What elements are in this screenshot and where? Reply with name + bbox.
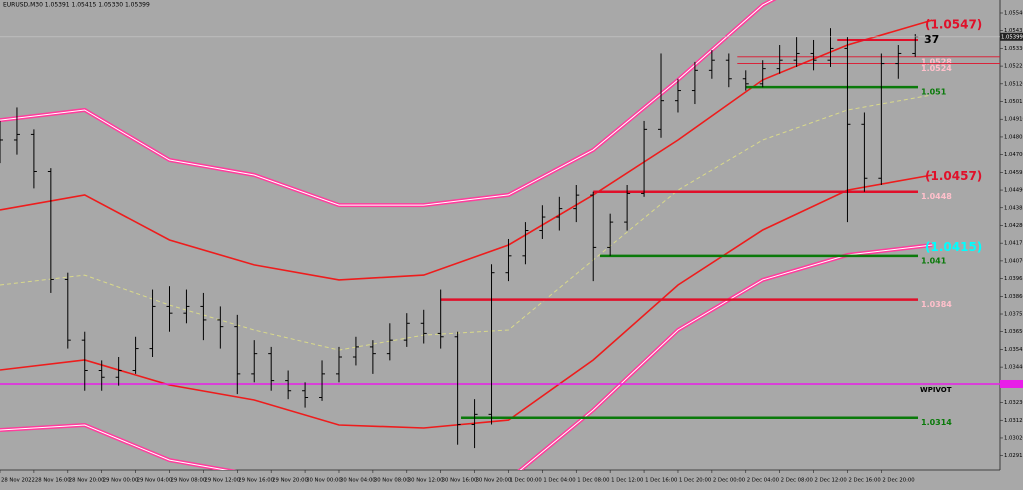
y-tick-label: 1.04070	[1004, 258, 1023, 264]
x-tick-label: 2 Dec 20:00	[882, 478, 915, 484]
x-tick-label: 29 Nov 20:00	[272, 478, 308, 484]
chart-title: EURUSD,M30 1.05391 1.05415 1.05330 1.053…	[3, 2, 150, 9]
y-tick-label: 1.04280	[1004, 223, 1023, 229]
level-label: 1.0314	[921, 418, 952, 427]
outer-band-core	[0, 244, 933, 470]
level-label: 1.0524	[921, 64, 952, 73]
x-tick-label: 28 Nov 16:00	[35, 478, 71, 484]
bands	[0, 0, 933, 470]
middle-band	[0, 19, 933, 281]
x-tick-label: 1 Dec 00:00	[509, 478, 542, 484]
level-label: 1.0528	[921, 57, 952, 66]
x-tick-label: 1 Dec 08:00	[577, 478, 610, 484]
x-tick-label: 30 Nov 12:00	[408, 478, 444, 484]
x-tick-label: 2 Dec 08:00	[781, 478, 814, 484]
x-tick-label: 29 Nov 16:00	[238, 478, 274, 484]
x-tick-label: 1 Dec 04:00	[543, 478, 576, 484]
y-tick-label: 1.04595	[1004, 170, 1023, 176]
pivot-price-box	[1000, 379, 1023, 388]
x-tick-label: 28 Nov 2022	[1, 478, 35, 484]
band-label: (1.0457)	[925, 169, 982, 183]
moving-average	[0, 94, 933, 351]
last-price-label: 1.05399	[1001, 34, 1023, 40]
x-tick-label: 29 Nov 00:00	[103, 478, 139, 484]
y-tick-label: 1.03650	[1004, 329, 1023, 335]
level-label: 1.041	[921, 256, 947, 265]
y-tick-label: 1.03545	[1004, 347, 1023, 353]
y-tick-label: 1.03440	[1004, 365, 1023, 371]
x-tick-label: 30 Nov 00:00	[306, 478, 342, 484]
y-tick-label: 1.05225	[1004, 64, 1023, 70]
x-tick-label: 2 Dec 12:00	[815, 478, 848, 484]
y-tick-label: 1.03860	[1004, 294, 1023, 300]
bar-timer: 37	[924, 33, 939, 46]
y-tick-label: 1.05330	[1004, 46, 1023, 52]
level-label: 1.0448	[921, 192, 952, 201]
y-tick-label: 1.04490	[1004, 188, 1023, 194]
x-tick-label: 30 Nov 04:00	[340, 478, 376, 484]
level-label: 1.051	[921, 88, 947, 97]
y-tick-label: 1.03230	[1004, 400, 1023, 406]
x-tick-label: 30 Nov 08:00	[374, 478, 410, 484]
middle-band	[0, 174, 933, 429]
x-tick-label: 29 Nov 04:00	[137, 478, 173, 484]
y-tick-label: 1.03755	[1004, 312, 1023, 318]
x-tick-label: 29 Nov 08:00	[170, 478, 206, 484]
y-tick-label: 1.05015	[1004, 99, 1023, 105]
y-tick-label: 1.05435	[1004, 28, 1023, 34]
x-tick-label: 29 Nov 12:00	[204, 478, 240, 484]
y-tick-label: 1.03125	[1004, 418, 1023, 424]
x-tick-label: 1 Dec 16:00	[645, 478, 678, 484]
y-tick-label: 1.02915	[1004, 453, 1023, 459]
x-tick-label: 28 Nov 20:00	[69, 478, 105, 484]
y-tick-label: 1.03965	[1004, 276, 1023, 282]
pivot-label: WPIVOT	[920, 386, 952, 394]
outer-band-core	[0, 0, 774, 206]
x-tick-label: 1 Dec 20:00	[679, 478, 712, 484]
x-tick-label: 30 Nov 20:00	[476, 478, 512, 484]
y-tick-label: 1.04385	[1004, 205, 1023, 211]
band-label: (1.0415)	[925, 240, 982, 254]
level-label: 1.0384	[921, 300, 952, 309]
x-tick-label: 2 Dec 16:00	[848, 478, 881, 484]
y-tick-label: 1.04700	[1004, 152, 1023, 158]
x-tick-label: 1 Dec 12:00	[611, 478, 644, 484]
y-tick-label: 1.04175	[1004, 241, 1023, 247]
x-tick-label: 2 Dec 00:00	[713, 478, 746, 484]
y-tick-label: 1.03020	[1004, 435, 1023, 441]
y-tick-label: 1.05540	[1004, 10, 1023, 16]
last-price-box	[1000, 32, 1023, 41]
band-label: (1.0547)	[925, 17, 982, 31]
y-tick-label: 1.04805	[1004, 134, 1023, 140]
x-tick-label: 2 Dec 04:00	[747, 478, 780, 484]
x-tick-label: 30 Nov 16:00	[442, 478, 478, 484]
y-tick-label: 1.04910	[1004, 117, 1023, 123]
y-tick-label: 1.05120	[1004, 81, 1023, 87]
